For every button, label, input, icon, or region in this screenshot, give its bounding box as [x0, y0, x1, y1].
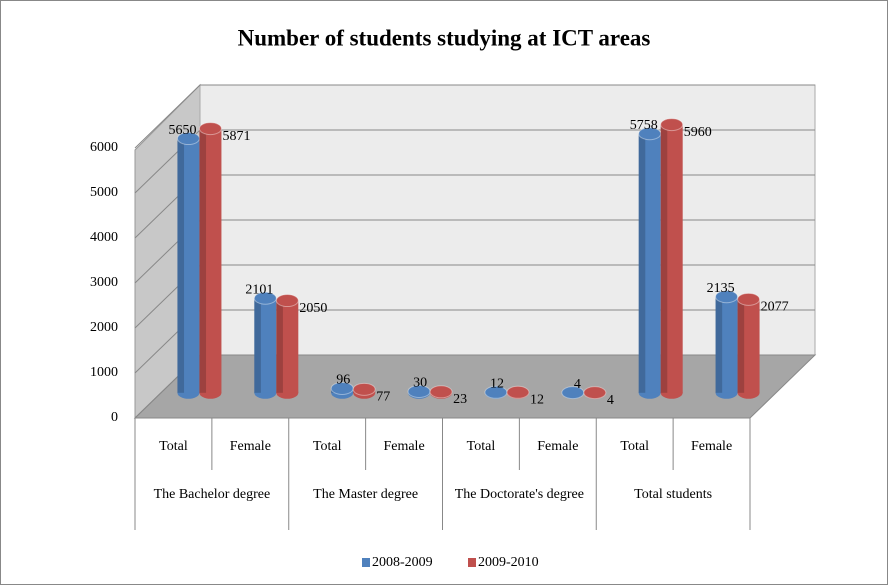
value-label: 77 [376, 390, 390, 405]
bar-top [715, 290, 739, 304]
bar-shade [199, 128, 207, 393]
bar-body [737, 299, 760, 393]
group-label: The Bachelor degree [153, 487, 271, 502]
value-label: 4 [607, 393, 614, 408]
bar-shade [737, 299, 745, 393]
bar-top [275, 294, 299, 308]
x-tick-label: Female [383, 439, 424, 454]
bar [506, 385, 530, 399]
bar-shade [638, 133, 646, 393]
bar-top [429, 385, 453, 399]
value-label: 2077 [761, 300, 789, 315]
legend-swatch [468, 558, 476, 567]
bar [330, 381, 354, 399]
bar [198, 122, 222, 399]
bar-body [660, 124, 683, 393]
bar [660, 118, 684, 399]
x-tick-label: Total [313, 439, 342, 454]
group-label: The Doctorate's degree [454, 487, 584, 502]
bar [352, 382, 376, 399]
bar [715, 290, 739, 399]
value-label: 5758 [630, 118, 658, 133]
bar [407, 384, 431, 399]
x-tick-label: Female [230, 439, 271, 454]
bar [737, 292, 761, 399]
bar-top [330, 381, 354, 395]
bar-body [254, 298, 277, 393]
y-tick-label: 1000 [90, 365, 118, 380]
y-tick-label: 2000 [90, 320, 118, 335]
bar [638, 127, 662, 399]
bar-top [253, 291, 277, 305]
bar-body [715, 296, 738, 393]
bar [484, 385, 508, 399]
legend-swatch [362, 558, 370, 567]
bar [429, 385, 453, 399]
bar-body [638, 133, 661, 393]
y-tick-label: 5000 [90, 185, 118, 200]
bar-top [737, 292, 761, 306]
value-label: 2135 [707, 281, 735, 296]
bar [275, 294, 299, 399]
bar-top [506, 385, 530, 399]
y-tick-label: 6000 [90, 140, 118, 155]
value-label: 4 [574, 377, 581, 392]
x-tick-label: Total [467, 439, 496, 454]
bar [176, 132, 200, 399]
legend-label: 2008-2009 [372, 555, 433, 570]
bar-body [199, 128, 222, 393]
y-tick-label: 0 [111, 410, 118, 425]
bar-body [276, 300, 299, 393]
x-tick-label: Female [691, 439, 732, 454]
value-label: 2050 [299, 301, 327, 316]
bar [253, 291, 277, 399]
x-tick-label: Female [537, 439, 578, 454]
value-label: 96 [336, 373, 350, 388]
y-tick-label: 4000 [90, 230, 118, 245]
value-label: 2101 [245, 282, 273, 297]
bar-top [583, 386, 607, 400]
bar-shade [715, 296, 723, 393]
y-tick-label: 3000 [90, 275, 118, 290]
bar-body [177, 138, 200, 393]
bar-shade [660, 124, 668, 393]
x-tick-label: Total [159, 439, 188, 454]
value-label: 5960 [684, 125, 712, 140]
chart-title: Number of students studying at ICT areas [238, 25, 651, 50]
bar-top [407, 384, 431, 398]
x-tick-label: Total [620, 439, 649, 454]
bar [583, 386, 607, 400]
floor [133, 354, 817, 419]
bar-top [352, 382, 376, 396]
bar-shade [254, 298, 261, 393]
bar-shade [177, 138, 185, 393]
value-label: 5650 [168, 123, 196, 138]
group-label: Total students [634, 487, 713, 502]
bar-shade [276, 300, 283, 393]
bar-top [198, 122, 222, 136]
value-label: 30 [413, 376, 427, 391]
bar-top [660, 118, 684, 132]
value-label: 12 [490, 376, 504, 391]
value-label: 12 [530, 392, 544, 407]
grid-line [134, 84, 815, 149]
legend-label: 2009-2010 [478, 555, 539, 570]
value-label: 5871 [222, 129, 250, 144]
value-label: 23 [453, 392, 467, 407]
group-label: The Master degree [313, 487, 419, 502]
